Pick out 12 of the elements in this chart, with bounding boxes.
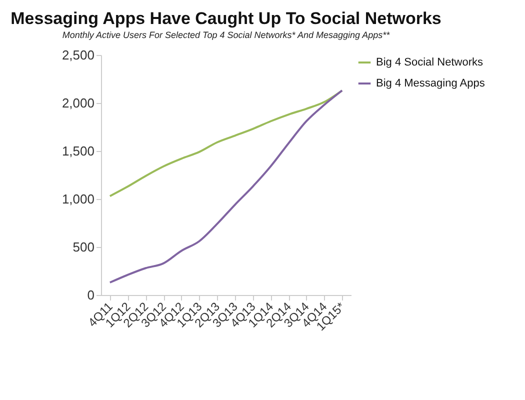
chart-subtitle: Monthly Active Users For Selected Top 4 Social Networks* And Mesagging Apps**	[62, 30, 390, 40]
chart-title: Messaging Apps Have Caught Up To Social Networks	[10, 9, 442, 28]
y-tick-label: 2,000	[62, 96, 94, 110]
y-tick-label: 0	[87, 288, 94, 302]
line-series	[108, 90, 344, 284]
line-series	[108, 90, 344, 198]
y-tick-label: 500	[72, 240, 94, 254]
legend-label: Big 4 Social Networks	[376, 56, 484, 68]
y-tick-label: 1,000	[62, 192, 94, 206]
y-tick-label: 2,500	[62, 48, 94, 62]
y-tick-label: 1,500	[62, 144, 94, 158]
legend-label: Big 4 Messaging Apps	[376, 78, 486, 90]
